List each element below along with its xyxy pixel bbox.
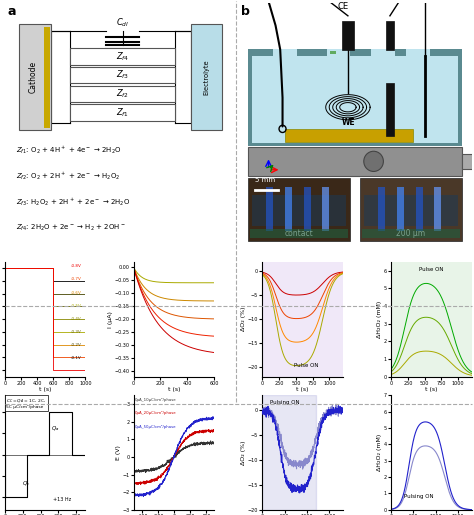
Text: Pulse ON: Pulse ON <box>294 364 319 368</box>
Text: $Z_{f3}$: H$_2$O$_2$ + 2H$^+$ + 2e$^-$ → 2H$_2$O: $Z_{f3}$: H$_2$O$_2$ + 2H$^+$ + 2e$^-$ →… <box>17 197 131 208</box>
Text: CE: CE <box>337 2 349 11</box>
Circle shape <box>364 151 383 171</box>
Text: $Z_{f4}$: 2H$_2$O + 2e$^-$ → H$_2$ + 2OH$^-$: $Z_{f4}$: 2H$_2$O + 2e$^-$ → H$_2$ + 2OH… <box>17 222 126 233</box>
Text: $Z_{f1}$: $Z_{f1}$ <box>116 106 129 118</box>
Text: -0.8V: -0.8V <box>70 264 81 268</box>
X-axis label: t (s): t (s) <box>296 387 309 392</box>
Bar <box>342 21 354 50</box>
Text: Pulsing ON: Pulsing ON <box>270 401 300 405</box>
Text: -0.1V: -0.1V <box>71 356 81 360</box>
Bar <box>45 27 50 128</box>
Bar <box>378 187 385 231</box>
Text: +13 Hz: +13 Hz <box>53 496 71 502</box>
Bar <box>285 129 413 142</box>
Bar <box>364 195 457 226</box>
Bar <box>273 49 297 56</box>
Bar <box>457 49 462 146</box>
X-axis label: t (s): t (s) <box>425 387 438 392</box>
Bar <box>70 48 175 64</box>
Text: Cathode: Cathode <box>28 61 37 93</box>
Bar <box>247 49 462 146</box>
Bar <box>416 187 423 231</box>
Bar <box>434 187 441 231</box>
Y-axis label: ΔH₂O₂ (mM): ΔH₂O₂ (mM) <box>377 434 383 471</box>
Text: 200 μm: 200 μm <box>396 229 426 238</box>
Bar <box>19 24 51 130</box>
Bar <box>191 24 222 130</box>
Bar <box>327 49 350 56</box>
Text: $Z_{f1}$: O$_2$ + 4H$^+$ + 4e$^-$ → 2H$_2$O: $Z_{f1}$: O$_2$ + 4H$^+$ + 4e$^-$ → 2H$_… <box>17 145 122 156</box>
Y-axis label: ΔH₂O₂ (mM): ΔH₂O₂ (mM) <box>377 301 383 338</box>
Bar <box>322 187 329 231</box>
Text: 0μA_50μC/cm²/phase: 0μA_50μC/cm²/phase <box>135 425 177 429</box>
Text: -0.2V: -0.2V <box>70 344 81 347</box>
Bar <box>397 187 404 231</box>
Text: $Z_{f3}$: $Z_{f3}$ <box>116 69 129 81</box>
Bar <box>247 49 252 146</box>
Bar <box>266 187 273 231</box>
Bar <box>247 147 462 176</box>
Bar <box>70 104 175 121</box>
Text: Pulse ON: Pulse ON <box>419 267 444 272</box>
Text: $C_C = Q_A$ = 1C, 2C,
5C μC/cm²/phase: $C_C = Q_A$ = 1C, 2C, 5C μC/cm²/phase <box>6 398 46 409</box>
Text: $Q_a$: $Q_a$ <box>52 424 60 433</box>
Bar <box>406 49 429 56</box>
Text: 0μA_10μC/cm²/phase: 0μA_10μC/cm²/phase <box>135 398 177 402</box>
Bar <box>70 85 175 102</box>
X-axis label: t (s): t (s) <box>167 387 180 392</box>
Bar <box>70 67 175 83</box>
X-axis label: t (s): t (s) <box>39 387 51 392</box>
Y-axis label: ΔO₂ (%): ΔO₂ (%) <box>241 307 246 332</box>
Bar <box>330 50 336 54</box>
Bar <box>462 154 474 168</box>
Text: a: a <box>7 5 16 18</box>
Text: Pulsing ON: Pulsing ON <box>404 494 434 500</box>
Y-axis label: ΔO₂ (%): ΔO₂ (%) <box>241 440 246 465</box>
Text: -0.3V: -0.3V <box>70 330 81 334</box>
Bar <box>303 187 310 231</box>
Text: Electrolyte: Electrolyte <box>204 59 210 95</box>
Text: 5 mm: 5 mm <box>255 177 274 183</box>
Bar <box>386 21 394 50</box>
Text: -0.4V: -0.4V <box>71 317 81 321</box>
Text: -0.7V: -0.7V <box>70 278 81 281</box>
Bar <box>247 143 462 146</box>
Text: $C_{dl}$: $C_{dl}$ <box>116 16 129 29</box>
Text: b: b <box>240 5 249 18</box>
Bar <box>262 396 316 510</box>
Text: WE: WE <box>342 118 356 127</box>
Bar <box>371 49 394 56</box>
Bar <box>252 195 346 226</box>
Bar <box>247 49 462 56</box>
Bar <box>247 178 350 241</box>
Text: $Z_{f4}$: $Z_{f4}$ <box>116 50 129 63</box>
Text: -0.6V: -0.6V <box>70 290 81 295</box>
Bar <box>250 229 348 238</box>
Text: $Z_{f2}$: $Z_{f2}$ <box>116 88 129 100</box>
Text: $Z_{f2}$: O$_2$ + 2H$^+$ + 2e$^-$ → H$_2$O$_2$: $Z_{f2}$: O$_2$ + 2H$^+$ + 2e$^-$ → H$_2… <box>17 170 121 182</box>
Text: -0.5V: -0.5V <box>70 304 81 308</box>
Text: $Q_c$: $Q_c$ <box>22 479 31 488</box>
Bar <box>360 178 462 241</box>
Y-axis label: I (μA): I (μA) <box>108 311 113 328</box>
Y-axis label: E (V): E (V) <box>116 445 121 460</box>
Bar <box>386 83 394 136</box>
Text: contact: contact <box>284 229 313 238</box>
Bar <box>285 187 292 231</box>
Bar <box>362 229 460 238</box>
Text: 0μA_20μC/cm²/phase: 0μA_20μC/cm²/phase <box>135 411 177 415</box>
